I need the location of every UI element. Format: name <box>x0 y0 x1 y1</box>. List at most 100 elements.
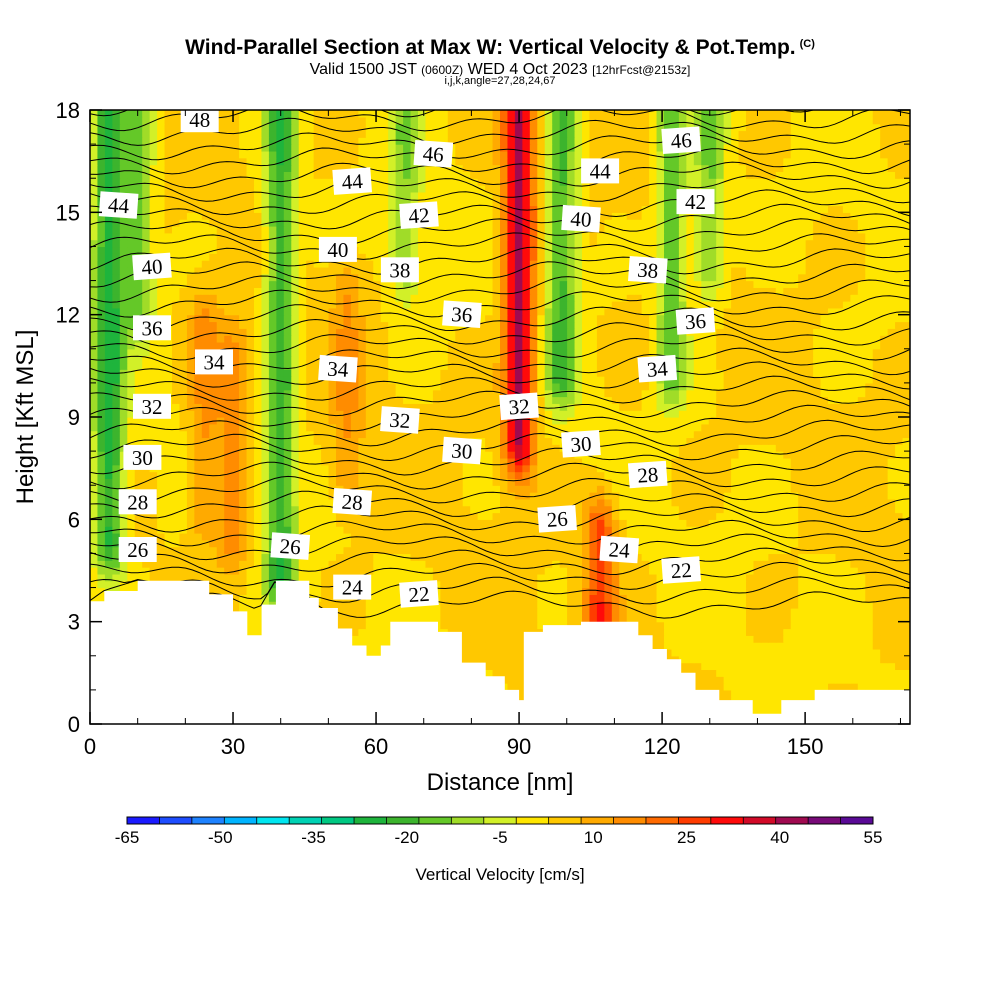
velocity-cell <box>395 485 404 493</box>
velocity-cell <box>820 573 829 582</box>
velocity-cell <box>850 608 859 616</box>
velocity-cell <box>902 492 910 500</box>
velocity-cell <box>842 669 851 677</box>
velocity-cell <box>365 457 374 466</box>
velocity-cell <box>902 485 910 493</box>
velocity-cell <box>768 526 777 534</box>
velocity-cell <box>693 655 702 664</box>
velocity-cell <box>783 683 792 691</box>
velocity-cell <box>462 628 471 636</box>
velocity-cell <box>760 485 769 493</box>
velocity-cell <box>768 696 777 705</box>
velocity-cell <box>664 580 673 589</box>
velocity-cell <box>246 621 255 630</box>
velocity-cell <box>365 635 374 643</box>
velocity-cell <box>842 553 851 561</box>
velocity-cell <box>380 430 389 439</box>
velocity-cell <box>775 451 784 459</box>
velocity-cell <box>395 430 404 439</box>
velocity-cell <box>626 614 635 623</box>
velocity-cell <box>514 580 523 589</box>
velocity-cell <box>254 553 263 561</box>
velocity-cell <box>313 498 322 507</box>
velocity-cell <box>805 471 814 479</box>
velocity-cell <box>842 498 851 507</box>
velocity-cell <box>276 423 285 432</box>
velocity-cell <box>567 601 576 609</box>
velocity-cell <box>216 492 225 500</box>
velocity-cell <box>418 567 427 575</box>
velocity-cell <box>179 492 188 500</box>
velocity-cell <box>798 608 807 616</box>
velocity-cell <box>246 464 255 473</box>
velocity-cell <box>455 485 464 493</box>
velocity-cell <box>209 560 218 568</box>
velocity-cell <box>865 498 874 507</box>
velocity-cell <box>790 430 799 439</box>
velocity-cell <box>708 662 717 671</box>
velocity-cell <box>686 430 695 439</box>
velocity-cell <box>880 437 889 445</box>
velocity-cell <box>418 471 427 479</box>
velocity-cell <box>231 471 240 479</box>
velocity-cell <box>97 580 106 589</box>
velocity-cell <box>850 519 859 527</box>
velocity-cell <box>306 519 315 527</box>
velocity-cell <box>611 573 620 582</box>
velocity-cell <box>239 410 248 418</box>
velocity-cell <box>388 546 397 555</box>
velocity-cell <box>664 437 673 445</box>
velocity-cell <box>880 485 889 493</box>
velocity-cell <box>313 437 322 445</box>
velocity-cell <box>380 567 389 575</box>
velocity-cell <box>798 621 807 630</box>
velocity-cell <box>574 594 583 602</box>
velocity-cell <box>485 437 494 445</box>
velocity-cell <box>835 614 844 623</box>
velocity-cell <box>261 573 270 582</box>
velocity-cell <box>209 532 218 541</box>
velocity-cell <box>865 532 874 541</box>
velocity-cell <box>760 662 769 671</box>
velocity-cell <box>291 471 300 479</box>
velocity-cell <box>731 689 740 698</box>
velocity-cell <box>500 532 509 541</box>
velocity-cell <box>813 539 822 548</box>
velocity-cell <box>902 608 910 616</box>
velocity-cell <box>522 546 531 555</box>
velocity-cell <box>775 437 784 445</box>
velocity-cell <box>671 505 680 514</box>
velocity-cell <box>418 417 427 425</box>
velocity-cell <box>634 451 643 459</box>
velocity-cell <box>760 594 769 602</box>
velocity-cell <box>574 560 583 568</box>
velocity-cell <box>664 601 673 609</box>
velocity-cell <box>455 430 464 439</box>
velocity-cell <box>656 451 665 459</box>
velocity-cell <box>492 648 501 657</box>
velocity-cell <box>462 492 471 500</box>
velocity-cell <box>477 457 486 466</box>
velocity-cell <box>462 614 471 623</box>
velocity-cell <box>418 573 427 582</box>
velocity-cell <box>134 478 143 486</box>
velocity-cell <box>522 573 531 582</box>
velocity-cell <box>268 519 277 527</box>
velocity-cell <box>432 492 441 500</box>
velocity-cell <box>403 478 412 486</box>
velocity-cell <box>693 614 702 623</box>
velocity-cell <box>753 532 762 541</box>
velocity-cell <box>790 478 799 486</box>
velocity-cell <box>336 478 345 486</box>
velocity-cell <box>537 457 546 466</box>
velocity-cell <box>373 539 382 548</box>
velocity-cell <box>708 423 717 432</box>
velocity-cell <box>775 417 784 425</box>
velocity-cell <box>157 519 166 527</box>
velocity-cell <box>388 594 397 602</box>
velocity-cell <box>514 498 523 507</box>
velocity-cell <box>641 587 650 595</box>
velocity-cell <box>425 567 434 575</box>
velocity-cell <box>828 464 837 473</box>
velocity-cell <box>634 457 643 466</box>
